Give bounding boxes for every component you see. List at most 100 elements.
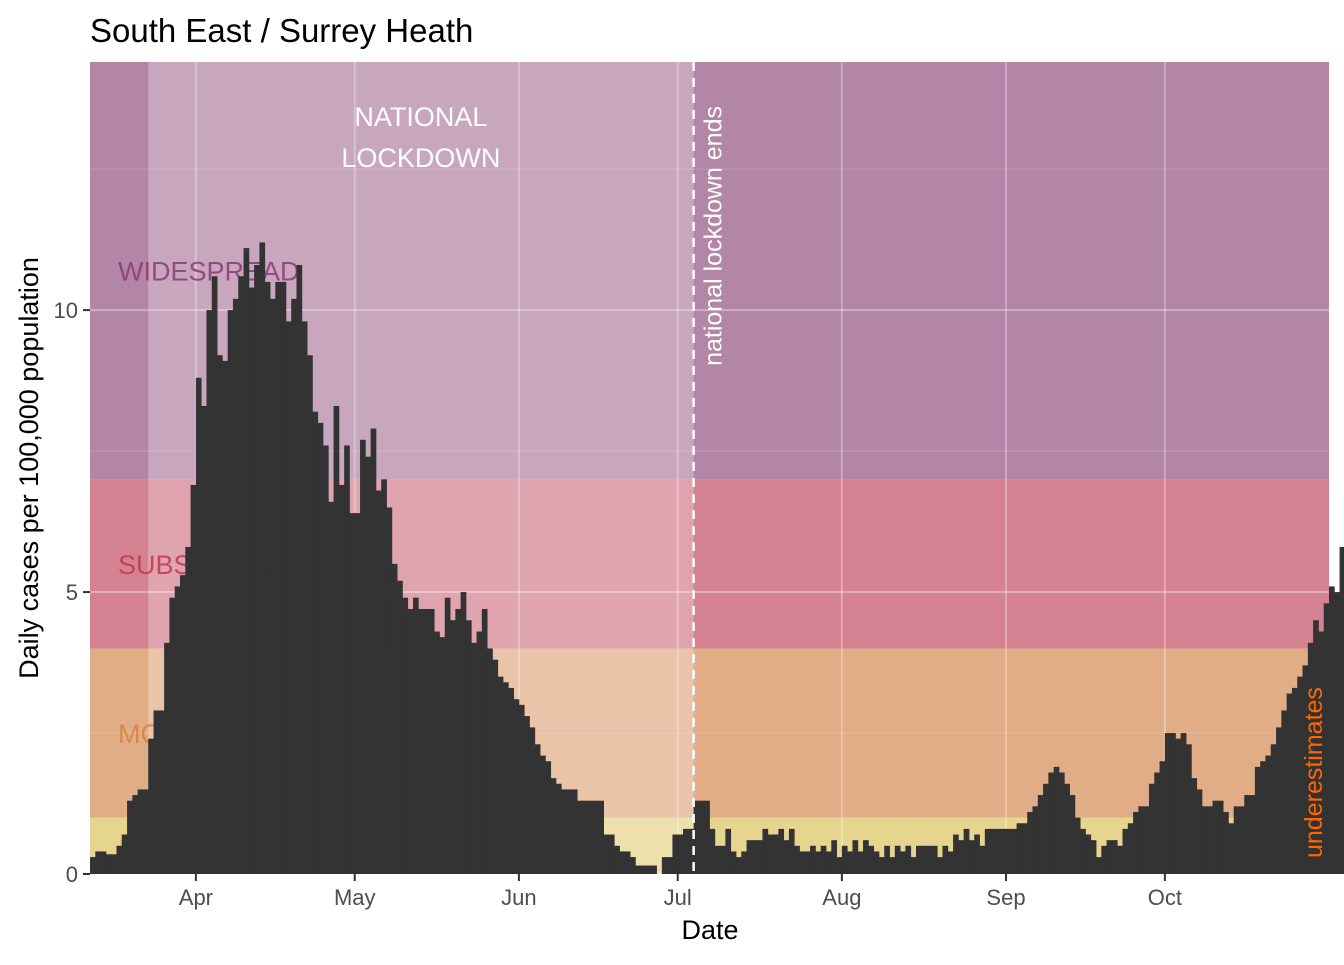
bar	[137, 789, 144, 874]
bar	[127, 800, 133, 874]
bar	[1159, 761, 1166, 874]
bar	[767, 834, 774, 874]
event-line-label: national lockdown ends	[700, 106, 728, 366]
bar	[381, 479, 387, 874]
bar	[847, 851, 853, 874]
bar	[164, 642, 170, 874]
bar	[741, 851, 747, 874]
bar	[386, 507, 393, 874]
bar	[407, 608, 414, 874]
bar	[905, 845, 912, 874]
bar	[566, 789, 573, 874]
bar	[1170, 733, 1176, 874]
bar	[487, 648, 493, 874]
bar	[344, 445, 350, 874]
bar	[1048, 772, 1055, 874]
bar	[799, 851, 806, 874]
bar	[773, 834, 779, 874]
bar	[857, 851, 864, 874]
bar	[513, 699, 520, 874]
bar	[460, 592, 467, 874]
bar	[481, 608, 488, 874]
bar	[926, 845, 933, 874]
bar	[1212, 800, 1219, 874]
bar	[524, 716, 530, 874]
bar	[990, 828, 996, 874]
bar	[1334, 592, 1340, 874]
bar	[820, 845, 827, 874]
bar	[497, 676, 504, 874]
bar	[190, 484, 197, 874]
bar	[783, 840, 790, 874]
bar	[444, 597, 451, 874]
bars	[90, 242, 1344, 875]
bar	[158, 710, 165, 874]
bar	[762, 828, 769, 874]
x-axis-label: Date	[681, 915, 738, 945]
bar	[1006, 828, 1012, 874]
bar	[1217, 800, 1224, 874]
bar	[301, 321, 308, 874]
bar	[963, 828, 970, 874]
bar	[1175, 738, 1182, 874]
x-tick-label: Oct	[1148, 885, 1182, 910]
bar	[195, 377, 202, 874]
bar	[788, 828, 795, 874]
bar	[540, 755, 546, 874]
bar	[884, 845, 890, 874]
bar	[878, 857, 885, 874]
bar	[169, 597, 176, 874]
bar	[1329, 586, 1335, 874]
lockdown-label-line2: LOCKDOWN	[341, 143, 500, 173]
bar	[450, 620, 456, 874]
bar	[296, 265, 303, 874]
bar	[667, 857, 673, 874]
bar	[1302, 665, 1309, 874]
bar	[307, 355, 313, 874]
bar	[105, 854, 112, 874]
bar	[211, 276, 218, 874]
x-axis: Apr May Jun Jul Aug Sep Oct	[179, 874, 1182, 910]
bar	[825, 851, 832, 874]
bar	[1191, 778, 1198, 874]
bar	[868, 845, 875, 874]
bar	[132, 795, 139, 874]
bar	[608, 834, 615, 874]
bar	[937, 857, 943, 874]
bar	[704, 800, 710, 874]
bar	[142, 789, 149, 874]
bar	[958, 840, 965, 874]
bar	[322, 445, 329, 874]
bar	[391, 563, 398, 874]
band-label-widespread: WIDESPREAD	[118, 257, 300, 287]
bar	[1281, 710, 1288, 874]
bar	[1186, 744, 1192, 874]
bar	[640, 865, 647, 874]
bar	[1254, 766, 1261, 874]
bar	[254, 265, 260, 874]
bar	[1138, 806, 1145, 874]
bar	[180, 575, 186, 874]
bar	[1143, 806, 1150, 874]
bar	[714, 845, 721, 874]
bar	[185, 546, 192, 874]
bar	[529, 727, 536, 874]
bar	[582, 800, 589, 874]
bar	[1058, 772, 1065, 874]
bar	[550, 778, 557, 874]
bar	[1111, 840, 1118, 874]
bar	[518, 704, 525, 874]
bar	[418, 608, 424, 874]
bar	[873, 851, 880, 874]
bar	[121, 834, 128, 874]
bar	[227, 310, 234, 875]
y-tick-label: 5	[66, 580, 78, 605]
bar	[683, 828, 689, 874]
bar	[375, 490, 382, 874]
bar	[1286, 693, 1293, 874]
bar	[492, 659, 499, 874]
bar	[1000, 828, 1007, 874]
bar	[1249, 795, 1256, 874]
bar	[910, 857, 917, 874]
